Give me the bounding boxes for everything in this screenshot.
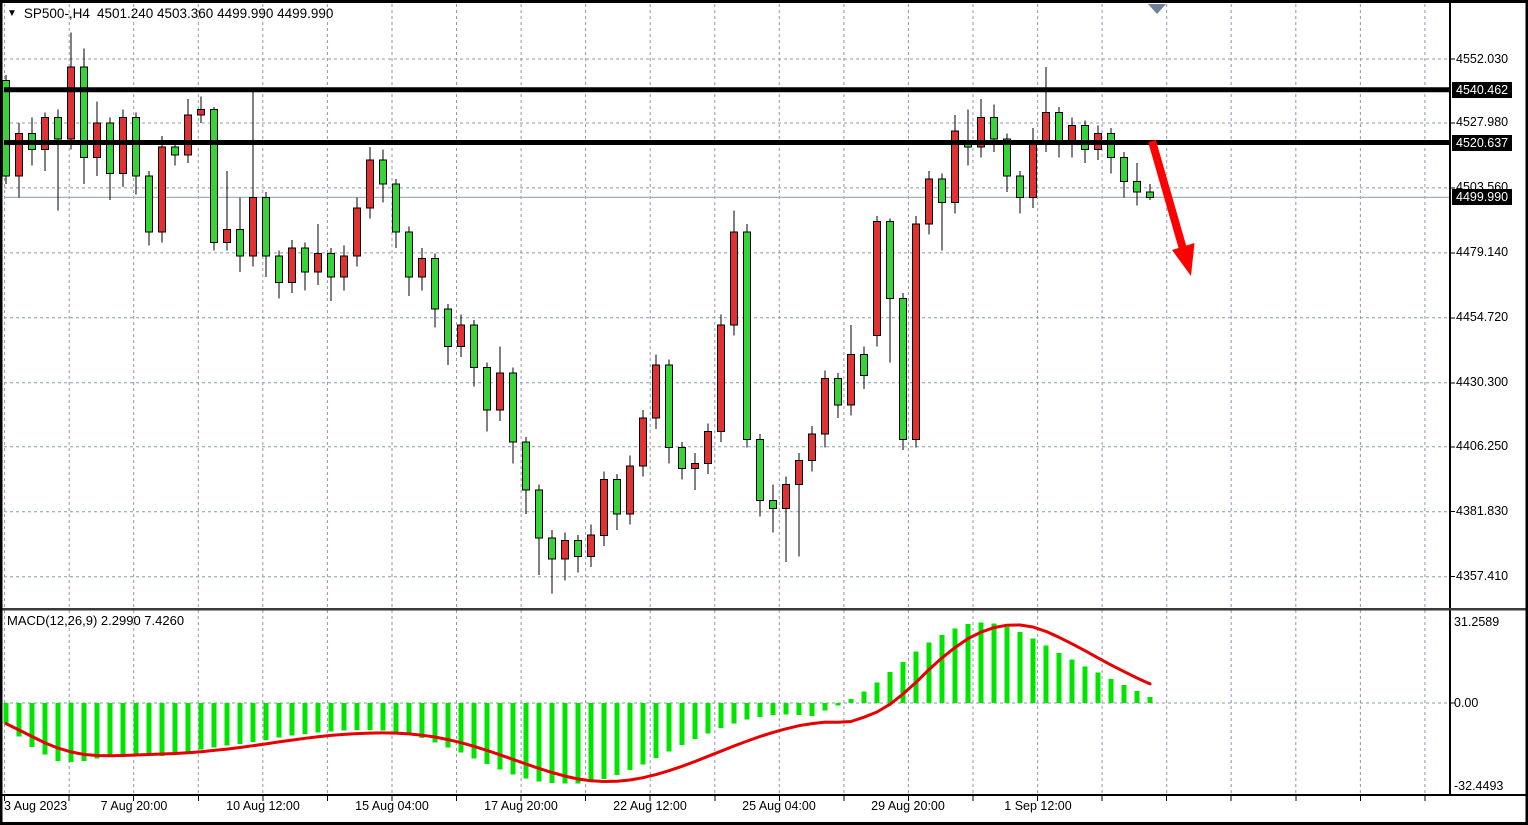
ohlc-values: 4501.240 4503.360 4499.990 4499.990 [96,6,334,21]
macd-histogram [3,622,1153,784]
resistance-level-badge: 4540.462 [1452,82,1513,98]
macd-axis-zero: 0.00 [1454,696,1479,710]
candlesticks [2,32,1154,594]
price-axis-label: 4479.140 [1456,245,1509,259]
price-axis-label: 4406.250 [1456,439,1509,453]
macd-axis-min: -32.4493 [1454,779,1504,793]
time-axis-label: 7 Aug 20:00 [100,799,168,813]
price-axis-label: 4552.030 [1456,52,1509,66]
price-axis-label: 4357.410 [1456,569,1509,583]
time-axis-label: 3 Aug 2023 [4,799,68,813]
current-price-badge: 4499.990 [1452,189,1513,205]
time-axis-label: 17 Aug 20:00 [484,799,558,813]
price-axis-label: 4381.830 [1456,504,1509,518]
time-axis-label: 1 Sep 12:00 [1004,799,1072,813]
collapse-triangle-icon[interactable]: ▼ [7,8,17,19]
bar-marker-triangle-icon [1148,4,1166,14]
time-axis-label: 15 Aug 04:00 [355,799,429,813]
support-level-badge: 4520.637 [1452,135,1513,151]
macd-axis-max: 31.2589 [1454,615,1500,629]
time-axis-label: 25 Aug 04:00 [742,799,816,813]
macd-signal-line [4,623,1152,783]
price-gridlines [4,58,1449,704]
price-axis-label: 4454.720 [1456,310,1509,324]
time-axis-label: 10 Aug 12:00 [226,799,300,813]
time-axis-label: 22 Aug 12:00 [613,799,687,813]
macd-indicator-label: MACD(12,26,9) 2.2990 7.4260 [7,613,185,628]
time-axis-label: 29 Aug 20:00 [871,799,945,813]
price-axis-label: 4430.300 [1456,375,1509,389]
symbol-period-label: SP500-,H4 [23,6,90,21]
price-axis-label: 4527.980 [1456,115,1509,129]
chart-title: ▼ SP500-,H4 4501.240 4503.360 4499.990 4… [7,6,333,21]
bearish-arrow[interactable] [1148,139,1195,276]
